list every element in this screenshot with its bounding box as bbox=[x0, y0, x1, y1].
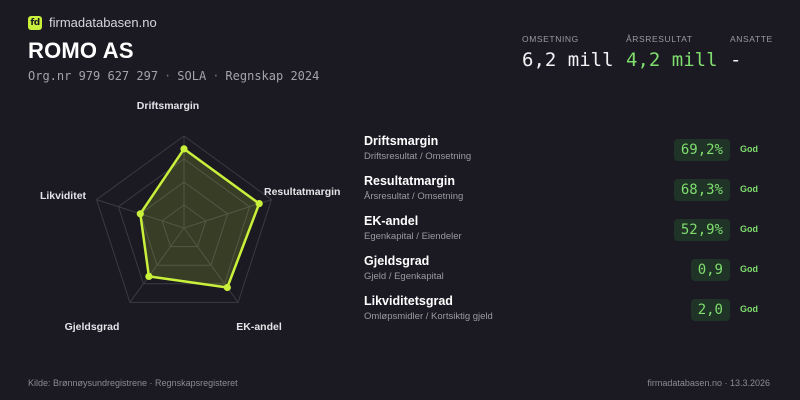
metric-driftsmargin: Driftsmargin Driftsresultat / Omsetning … bbox=[364, 134, 764, 174]
radar-point bbox=[180, 145, 188, 153]
metric-rating: God bbox=[740, 184, 758, 194]
radar-point bbox=[145, 272, 153, 280]
radar-axis-label: Gjeldsgrad bbox=[65, 321, 120, 333]
metric-resultatmargin: Resultatmargin Årsresultat / Omsetning 6… bbox=[364, 174, 764, 214]
metrics-list: Driftsmargin Driftsresultat / Omsetning … bbox=[364, 134, 764, 334]
radar-axis-label: Resultatmargin bbox=[264, 186, 340, 198]
kpi-employees-label: ANSATTE bbox=[730, 34, 773, 44]
radar-point bbox=[136, 210, 144, 218]
brand-name: firmadatabasen.no bbox=[49, 15, 157, 30]
metric-value: 52,9% bbox=[673, 219, 730, 241]
radar-spoke bbox=[129, 227, 185, 303]
radar-points bbox=[136, 145, 263, 292]
metric-likviditetsgrad: Likviditetsgrad Omløpsmidler / Kortsikti… bbox=[364, 294, 764, 334]
kpi-revenue: OMSETNING 6,2 mill bbox=[522, 34, 614, 71]
metric-gjeldsgrad: Gjeldsgrad Gjeld / Egenkapital 0,9 God bbox=[364, 254, 764, 294]
metric-formula: Driftsresultat / Omsetning bbox=[364, 151, 472, 162]
metric-rating: God bbox=[740, 144, 758, 154]
radar-ring bbox=[117, 158, 251, 285]
radar-ring bbox=[95, 135, 273, 303]
kpi-revenue-label: OMSETNING bbox=[522, 34, 579, 44]
radar-labels: Driftsmargin Resultatmargin EK-andel Gjelds… bbox=[40, 100, 340, 333]
metric-formula: Omløpsmidler / Kortsiktig gjeld bbox=[364, 311, 493, 322]
metric-formula: Årsresultat / Omsetning bbox=[364, 191, 464, 202]
metric-value: 68,3% bbox=[673, 179, 730, 201]
kpi-annual-result-label: ÅRSRESULTAT bbox=[626, 34, 693, 44]
metric-name: Driftsmargin bbox=[364, 134, 439, 148]
org-number: Org.nr 979 627 297 bbox=[28, 69, 159, 83]
radar-point bbox=[223, 283, 231, 292]
company-meta: Org.nr 979 627 297 · SOLA · Regnskap 2024 bbox=[28, 69, 319, 83]
radar-grid bbox=[95, 135, 273, 303]
metric-name: EK-andel bbox=[364, 214, 419, 228]
accounting-period: Regnskap 2024 bbox=[225, 69, 320, 83]
kpi-employees-value: - bbox=[730, 49, 742, 71]
radar-chart: Driftsmargin Resultatmargin EK-andel Gjelds… bbox=[40, 100, 340, 333]
metric-formula: Gjeld / Egenkapital bbox=[364, 271, 444, 282]
kpi-annual-result: ÅRSRESULTAT 4,2 mill bbox=[626, 34, 718, 71]
metric-rating: God bbox=[740, 264, 758, 274]
radar-axis-label: EK-andel bbox=[236, 321, 282, 333]
metric-rating: God bbox=[740, 304, 758, 314]
radar-area bbox=[139, 147, 261, 289]
company-city: SOLA bbox=[177, 69, 207, 83]
radar-axis-label: Likviditet bbox=[40, 190, 87, 202]
kpi-employees: ANSATTE - bbox=[730, 34, 773, 71]
metric-value: 69,2% bbox=[673, 139, 730, 161]
metric-name: Resultatmargin bbox=[364, 174, 455, 188]
kpi-revenue-value: 6,2 mill bbox=[522, 49, 614, 71]
radar-axis-label: Driftsmargin bbox=[137, 100, 199, 112]
meta-separator: · bbox=[212, 69, 220, 83]
metric-rating: God bbox=[740, 224, 758, 234]
radar-ring bbox=[161, 204, 207, 248]
radar-point bbox=[255, 200, 263, 208]
brand[interactable]: fd firmadatabasen.no bbox=[28, 15, 157, 30]
metric-ek-andel: EK-andel Egenkapital / Eiendeler 52,9% G… bbox=[364, 214, 764, 254]
footer-source: Kilde: Brønnøysundregistrene · Regnskaps… bbox=[28, 378, 238, 388]
meta-separator: · bbox=[164, 69, 172, 83]
metric-value: 0,9 bbox=[690, 259, 730, 281]
kpi-annual-result-value: 4,2 mill bbox=[626, 49, 718, 71]
radar-ring bbox=[139, 181, 229, 266]
metric-name: Gjeldsgrad bbox=[364, 254, 430, 268]
brand-logo-icon: fd bbox=[28, 15, 42, 30]
company-name: ROMO AS bbox=[28, 38, 134, 63]
metric-name: Likviditetsgrad bbox=[364, 294, 453, 308]
footer-site-date[interactable]: firmadatabasen.no · 13.3.2026 bbox=[647, 378, 770, 388]
metric-value: 2,0 bbox=[690, 299, 730, 321]
metric-formula: Egenkapital / Eiendeler bbox=[364, 231, 462, 242]
